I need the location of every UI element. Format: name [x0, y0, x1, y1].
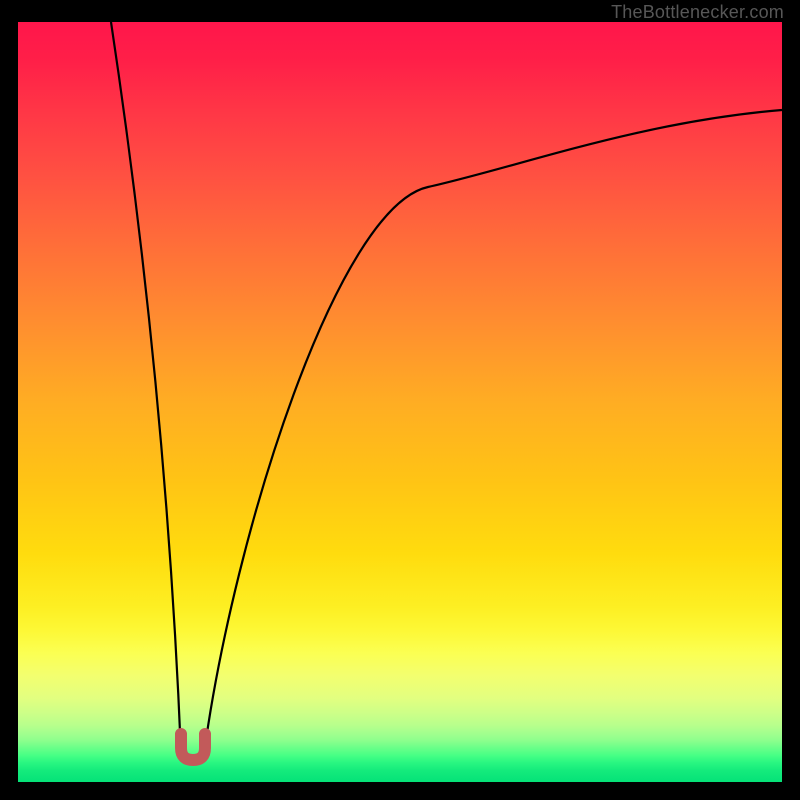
valley-marker: [181, 734, 205, 760]
watermark-text: TheBottlenecker.com: [611, 2, 784, 23]
curve-overlay: [18, 22, 782, 782]
chart-frame: TheBottlenecker.com: [0, 0, 800, 800]
curve-left-branch: [111, 22, 181, 754]
curve-right-branch: [204, 110, 782, 754]
plot-area: [18, 22, 782, 782]
